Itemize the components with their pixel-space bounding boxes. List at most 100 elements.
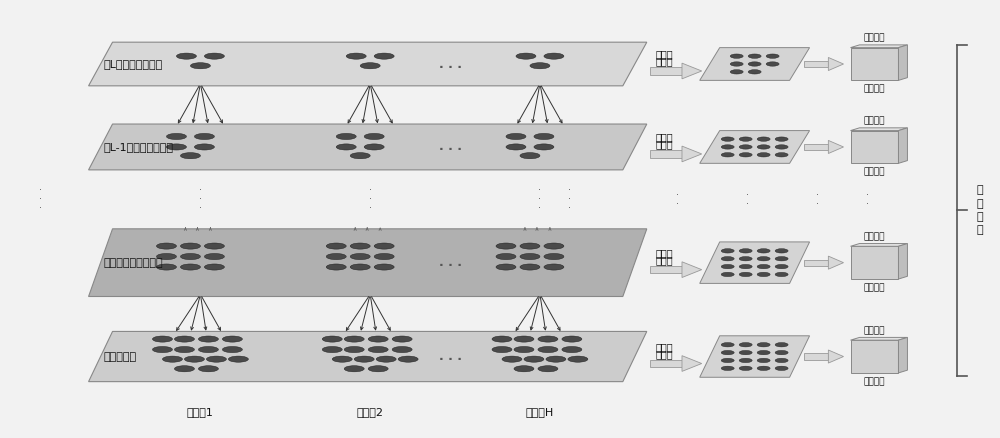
Polygon shape <box>89 124 647 170</box>
Ellipse shape <box>568 356 588 362</box>
Ellipse shape <box>730 54 743 58</box>
Ellipse shape <box>757 152 770 157</box>
Ellipse shape <box>326 254 346 260</box>
Text: 征变换: 征变换 <box>656 139 673 149</box>
Text: ·
·: · · <box>816 190 819 209</box>
Ellipse shape <box>180 243 200 249</box>
Ellipse shape <box>376 356 396 362</box>
Ellipse shape <box>156 264 176 270</box>
Text: 分类预测: 分类预测 <box>864 85 885 94</box>
Ellipse shape <box>730 70 743 74</box>
Ellipse shape <box>730 62 743 66</box>
Text: 征变换: 征变换 <box>656 57 673 67</box>
Ellipse shape <box>739 343 752 347</box>
Ellipse shape <box>152 336 172 342</box>
Ellipse shape <box>194 144 214 150</box>
Ellipse shape <box>534 134 554 140</box>
Text: ·
·
·: · · · <box>538 185 541 214</box>
Ellipse shape <box>350 152 370 159</box>
Text: 水平特: 水平特 <box>656 342 673 352</box>
Text: 分类预测: 分类预测 <box>864 377 885 386</box>
Polygon shape <box>851 48 898 81</box>
Text: 分类预测: 分类预测 <box>864 168 885 177</box>
Polygon shape <box>700 336 810 377</box>
Polygon shape <box>828 350 844 363</box>
Ellipse shape <box>739 272 752 277</box>
Ellipse shape <box>538 346 558 353</box>
Ellipse shape <box>222 336 242 342</box>
Polygon shape <box>89 332 647 381</box>
Ellipse shape <box>174 336 194 342</box>
Polygon shape <box>828 57 844 71</box>
Ellipse shape <box>538 336 558 342</box>
Ellipse shape <box>775 265 788 269</box>
Ellipse shape <box>775 137 788 141</box>
Text: ·
·: · · <box>676 190 679 209</box>
Ellipse shape <box>757 257 770 261</box>
Text: ·
·: · · <box>866 190 869 209</box>
Text: 受试者H: 受试者H <box>526 407 554 417</box>
Ellipse shape <box>176 53 196 59</box>
Ellipse shape <box>544 53 564 59</box>
Ellipse shape <box>739 137 752 141</box>
Text: ·
·
·: · · · <box>568 185 571 214</box>
Text: 征变换: 征变换 <box>656 255 673 265</box>
Ellipse shape <box>757 145 770 149</box>
Polygon shape <box>851 244 907 246</box>
Ellipse shape <box>354 356 374 362</box>
Text: 受试者1: 受试者1 <box>187 407 214 417</box>
Ellipse shape <box>721 350 734 355</box>
Ellipse shape <box>204 53 224 59</box>
Ellipse shape <box>332 356 352 362</box>
Ellipse shape <box>156 254 176 260</box>
Ellipse shape <box>350 254 370 260</box>
Ellipse shape <box>775 249 788 253</box>
Ellipse shape <box>368 336 388 342</box>
Ellipse shape <box>766 54 779 58</box>
Ellipse shape <box>775 272 788 277</box>
Polygon shape <box>851 340 898 373</box>
Ellipse shape <box>506 144 526 150</box>
Text: 第一层结构层次样本: 第一层结构层次样本 <box>104 258 163 268</box>
Text: ·
·: · · <box>746 190 749 209</box>
Text: ·
·
·: · · · <box>39 185 42 214</box>
Ellipse shape <box>520 152 540 159</box>
Text: 水平特: 水平特 <box>656 248 673 258</box>
Polygon shape <box>851 128 907 131</box>
Ellipse shape <box>748 62 761 66</box>
Polygon shape <box>851 45 907 48</box>
Ellipse shape <box>721 366 734 371</box>
Polygon shape <box>682 262 702 278</box>
Ellipse shape <box>204 264 224 270</box>
Text: 训练模型: 训练模型 <box>864 326 885 335</box>
Ellipse shape <box>775 343 788 347</box>
Ellipse shape <box>344 336 364 342</box>
Text: 训练模型: 训练模型 <box>864 33 885 42</box>
Ellipse shape <box>166 144 186 150</box>
Ellipse shape <box>180 254 200 260</box>
Text: 受试者2: 受试者2 <box>357 407 384 417</box>
Ellipse shape <box>392 336 412 342</box>
Polygon shape <box>828 256 844 269</box>
Polygon shape <box>804 144 828 150</box>
Text: 水平特: 水平特 <box>656 49 673 60</box>
Ellipse shape <box>322 346 342 353</box>
Text: 投
票
表
决: 投 票 表 决 <box>976 185 983 235</box>
Text: 征变换: 征变换 <box>656 349 673 359</box>
Text: 第L层结构层次样本: 第L层结构层次样本 <box>104 59 163 69</box>
Polygon shape <box>851 337 907 340</box>
Ellipse shape <box>775 257 788 261</box>
Ellipse shape <box>739 152 752 157</box>
Polygon shape <box>682 146 702 162</box>
Ellipse shape <box>538 366 558 372</box>
Ellipse shape <box>368 346 388 353</box>
Ellipse shape <box>346 53 366 59</box>
Ellipse shape <box>350 243 370 249</box>
Ellipse shape <box>336 134 356 140</box>
Ellipse shape <box>544 243 564 249</box>
Ellipse shape <box>524 356 544 362</box>
Ellipse shape <box>322 336 342 342</box>
Ellipse shape <box>748 70 761 74</box>
Ellipse shape <box>520 264 540 270</box>
Ellipse shape <box>492 346 512 353</box>
